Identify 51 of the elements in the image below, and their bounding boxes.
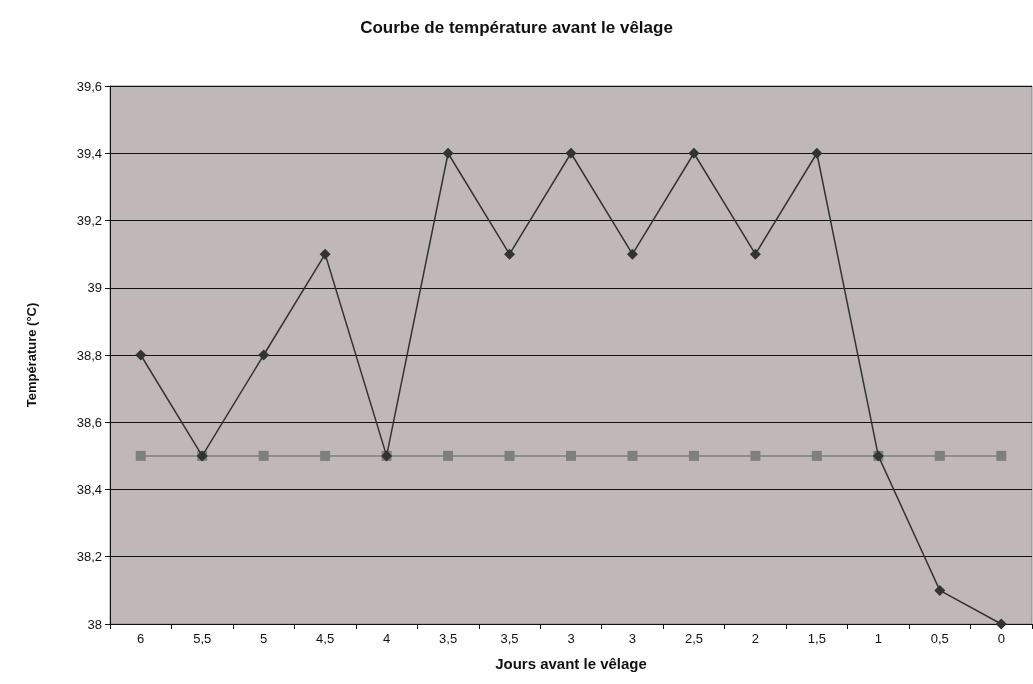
point xyxy=(749,248,761,260)
y-tick-label: 38,8 xyxy=(76,347,102,363)
y-tick-label: 38 xyxy=(87,616,102,632)
x-tick-label: 4,5 xyxy=(316,631,335,646)
point xyxy=(688,450,699,461)
y-tick-label: 38,2 xyxy=(76,549,102,565)
y-tick-label: 38,6 xyxy=(76,414,102,430)
x-tick-label: 3 xyxy=(567,631,575,646)
x-tick-label: 3,5 xyxy=(500,631,519,646)
point xyxy=(319,248,331,260)
point xyxy=(258,450,269,461)
point xyxy=(504,450,515,461)
y-axis-title: Température (°C) xyxy=(24,302,39,408)
chart-title: Courbe de température avant le vêlage xyxy=(360,18,673,37)
point xyxy=(320,450,331,461)
point xyxy=(443,450,454,461)
x-tick-label: 5,5 xyxy=(193,631,212,646)
point xyxy=(934,450,945,461)
y-tick-label: 39,6 xyxy=(76,78,102,94)
point xyxy=(626,248,638,260)
x-tick-label: 2,5 xyxy=(684,631,703,646)
x-tick-label: 4 xyxy=(382,631,391,646)
point xyxy=(996,450,1007,461)
point xyxy=(258,349,270,361)
point xyxy=(811,450,822,461)
x-tick-label: 6 xyxy=(137,631,145,646)
x-tick-label: 2 xyxy=(751,631,760,646)
point xyxy=(135,450,146,461)
x-tick-label: 3 xyxy=(628,631,637,646)
y-tick-label: 39,4 xyxy=(76,145,102,161)
x-axis-title: Jours avant le vêlage xyxy=(495,655,647,672)
x-tick-label: 5 xyxy=(260,631,268,646)
x-tick-label: 1,5 xyxy=(807,631,826,646)
point xyxy=(135,349,147,361)
point xyxy=(750,450,761,461)
point xyxy=(504,248,516,260)
point xyxy=(934,584,946,596)
point xyxy=(811,147,823,159)
point xyxy=(442,147,454,159)
y-tick-label: 39 xyxy=(87,280,102,296)
point xyxy=(995,618,1007,630)
x-tick-label: 3,5 xyxy=(439,631,458,646)
point xyxy=(627,450,638,461)
x-tick-label: 1 xyxy=(874,631,882,646)
x-tick-label: 0,5 xyxy=(930,631,949,646)
y-tick-label: 38,4 xyxy=(76,482,102,497)
y-tick-label: 39,2 xyxy=(76,213,102,228)
x-tick-label: 0 xyxy=(997,631,1005,646)
point xyxy=(565,147,577,159)
point xyxy=(688,147,700,159)
point xyxy=(566,450,576,461)
